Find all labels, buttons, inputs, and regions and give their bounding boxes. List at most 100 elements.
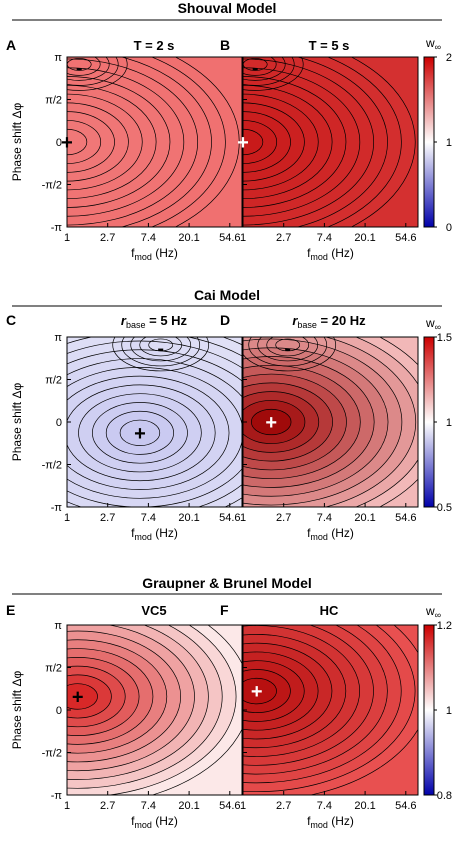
contour-level xyxy=(67,683,98,710)
colorbar-tick-label: 1 xyxy=(446,137,452,149)
x-tick-label: 2.7 xyxy=(276,800,291,812)
colorbar-label-sub: ∞ xyxy=(435,322,441,332)
x-axis-label-unit: (Hz) xyxy=(152,526,178,540)
x-axis-label-main: f xyxy=(131,526,135,540)
x-axis-label: fmod (Hz) xyxy=(131,526,178,542)
section-title-shouval: Shouval Model xyxy=(178,0,277,16)
colorbar-cai: w∞1.5 1 0.5 xyxy=(423,316,452,514)
x-tick-label: 20.1 xyxy=(354,512,375,524)
panel-title-c: rbase = 5 Hz xyxy=(121,313,188,330)
panel-title-d: rbase = 20 Hz xyxy=(292,313,366,330)
y-tick-label: π/2 xyxy=(45,663,62,675)
x-tick-label: 54.6 xyxy=(395,232,416,244)
colorbar-gradient xyxy=(423,624,435,796)
x-axis-label-unit: (Hz) xyxy=(328,814,354,828)
contour-level xyxy=(243,57,304,91)
panel-title-f: HC xyxy=(320,603,339,618)
panel-title-c-suffix: = 5 Hz xyxy=(146,313,188,328)
colorbar-label: w∞ xyxy=(425,316,441,332)
panel-title-c-prefix: r xyxy=(121,313,127,328)
x-axis-label-unit: (Hz) xyxy=(328,246,354,260)
x-axis-label-main: f xyxy=(131,814,135,828)
panel-title-a: T = 2 s xyxy=(134,38,175,53)
y-axis-label: Phase shift Δφ xyxy=(10,103,24,182)
contour-level xyxy=(243,128,264,156)
colorbar-label-sub: ∞ xyxy=(435,42,441,52)
contour-level xyxy=(266,337,310,357)
x-tick-label: 7.4 xyxy=(317,800,332,812)
x-tick-label: 7.4 xyxy=(141,800,156,812)
colorbar-tick-label: 1.5 xyxy=(437,332,452,344)
x-tick-label: 20.1 xyxy=(354,232,375,244)
x-axis-label-sub: mod xyxy=(310,252,328,262)
x-axis-label-unit: (Hz) xyxy=(152,246,178,260)
x-axis-label-main: f xyxy=(307,814,311,828)
colorbar-label-main: w xyxy=(425,604,435,618)
y-tick-label: -π xyxy=(51,222,63,234)
x-axis-label-main: f xyxy=(307,246,311,260)
y-tick-label: 0 xyxy=(56,705,62,717)
panel-title-d-sub: base xyxy=(297,320,317,330)
colorbar-tick-label: 1.2 xyxy=(437,620,452,632)
colorbar-tick-label: 1 xyxy=(446,417,452,429)
x-tick-label: 20.1 xyxy=(178,512,199,524)
contour-level xyxy=(121,337,201,367)
x-axis-label-main: f xyxy=(131,246,135,260)
y-tick-label: π/2 xyxy=(45,375,62,387)
y-axis-label: Phase shift Δφ xyxy=(10,383,24,462)
x-tick-label: 54.6 xyxy=(395,512,416,524)
contour-level xyxy=(67,57,128,91)
y-tick-label: -π/2 xyxy=(42,460,62,472)
heatmap-panel-b: 1 2.7 7.4 20.1 54.6 fmod (Hz) + - xyxy=(237,56,419,262)
y-tick-label: -π xyxy=(51,502,63,514)
panel-letter-b: B xyxy=(220,37,230,53)
contour-level xyxy=(112,337,210,372)
colorbar-label-main: w xyxy=(425,36,435,50)
heatmap-panel-f: 1 2.7 7.4 20.1 54.6 fmod (Hz) + xyxy=(240,624,419,830)
x-tick-label: 20.1 xyxy=(178,232,199,244)
contour-bands xyxy=(67,57,240,227)
y-tick-label: π xyxy=(54,620,62,632)
y-tick-label: 0 xyxy=(56,417,62,429)
x-tick-label: 2.7 xyxy=(276,512,291,524)
colorbar-label: w∞ xyxy=(425,604,441,620)
y-axis-label: Phase shift Δφ xyxy=(10,671,24,750)
x-tick-label: 7.4 xyxy=(141,232,156,244)
section-title-graupner-brunel: Graupner & Brunel Model xyxy=(142,575,312,591)
contour-level xyxy=(67,57,119,86)
contour-level xyxy=(243,57,286,81)
contour-level xyxy=(139,337,183,357)
x-axis-label: fmod (Hz) xyxy=(131,246,178,262)
x-tick-label: 54.6 xyxy=(219,232,240,244)
x-tick-label: 1 xyxy=(64,800,70,812)
heatmap-panel-e: 1 2.7 7.4 20.1 54.6 π π/2 0 -π/2 -π fmod (Hz) Phase… xyxy=(10,620,243,830)
contour-bands xyxy=(243,625,418,795)
x-axis-label-sub: mod xyxy=(134,532,152,542)
colorbar-label-sub: ∞ xyxy=(435,610,441,620)
x-tick-label: 1 xyxy=(240,232,246,244)
x-tick-label: 1 xyxy=(240,800,246,812)
plus-marker: + xyxy=(251,681,263,703)
x-tick-label: 2.7 xyxy=(100,800,115,812)
panel-letter-d: D xyxy=(220,312,230,328)
x-axis-label: fmod (Hz) xyxy=(307,246,354,262)
y-tick-label: 0 xyxy=(56,137,62,149)
colorbar-label: w∞ xyxy=(425,36,441,52)
contour-level xyxy=(243,677,277,705)
panel-title-b: T = 5 s xyxy=(309,38,350,53)
plus-marker: + xyxy=(134,423,146,445)
panel-title-d-suffix: = 20 Hz xyxy=(317,313,366,328)
x-tick-label: 54.6 xyxy=(219,512,240,524)
minus-marker: - xyxy=(157,338,164,360)
contour-level xyxy=(67,57,101,76)
x-axis-label-sub: mod xyxy=(134,820,152,830)
x-tick-label: 54.6 xyxy=(395,800,416,812)
x-axis-label-sub: mod xyxy=(310,532,328,542)
x-tick-label: 1 xyxy=(64,512,70,524)
contour-level xyxy=(275,338,301,352)
heatmap-panel-c: 1 2.7 7.4 20.1 54.6 π π/2 0 -π/2 -π fmod (Hz) Phase… xyxy=(10,332,243,542)
contour-level xyxy=(243,57,295,86)
colorbar-gradient xyxy=(423,336,435,508)
x-tick-label: 1 xyxy=(64,232,70,244)
